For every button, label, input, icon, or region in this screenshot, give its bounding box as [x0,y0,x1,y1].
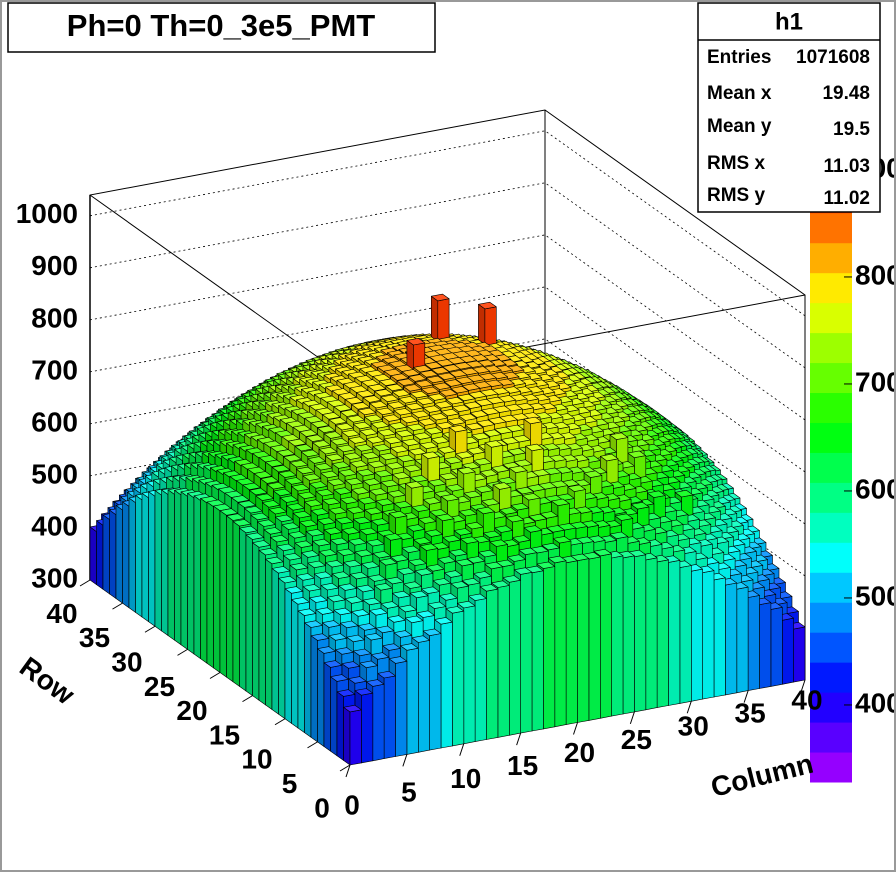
bar-front [770,606,783,687]
bar-top [408,374,427,382]
bar-side [128,497,136,613]
bar-front [656,559,669,708]
grid-line [89,182,806,369]
bar-side [109,509,117,599]
bar-front [736,586,749,694]
bar-top [455,376,474,385]
bar-top [647,490,666,498]
bar-front [725,582,738,696]
bar-side [115,505,123,604]
grid-line [89,234,806,421]
bar-top [468,391,487,399]
bar-top [448,369,468,378]
bar-top [432,382,452,390]
bars [89,293,806,766]
bar-top [390,373,409,381]
bar-front [645,557,658,711]
bar-top [424,361,443,370]
bar-top [413,364,432,373]
bar-top [435,359,455,367]
bar-top [450,385,469,394]
bar-top [478,301,497,310]
bar-side [167,489,175,641]
bar-side [154,490,162,632]
bar-front [713,577,726,698]
bar-front [679,565,692,704]
bar-top [443,379,463,387]
bar-front [668,559,681,706]
bar-side [89,526,97,585]
bar-top [419,370,439,378]
bar-top [401,369,421,377]
bar-front [690,568,703,702]
bar-top [430,293,450,302]
bar-side [148,491,156,627]
bar-front [759,602,772,689]
bar-top [461,383,481,391]
bar-side [102,514,110,595]
bar-side [96,520,104,590]
grid-line [89,130,806,317]
bar-front [702,570,715,700]
bar-side [122,501,130,609]
bar-side [135,494,143,618]
bar-side [161,489,169,636]
grid-line [89,286,806,473]
bar-top [437,372,456,381]
bar-top [442,364,461,372]
bar-front [747,595,760,691]
bar-front [793,626,806,683]
bar-top [430,366,450,375]
bar-top [406,337,426,346]
bar-front [781,617,794,685]
bar-top [426,375,445,384]
bar-top [627,450,647,459]
bar-top [674,489,694,498]
bar-top [414,379,434,388]
bar-top [609,432,629,440]
bar-side [141,492,149,622]
grid-line [89,338,806,525]
